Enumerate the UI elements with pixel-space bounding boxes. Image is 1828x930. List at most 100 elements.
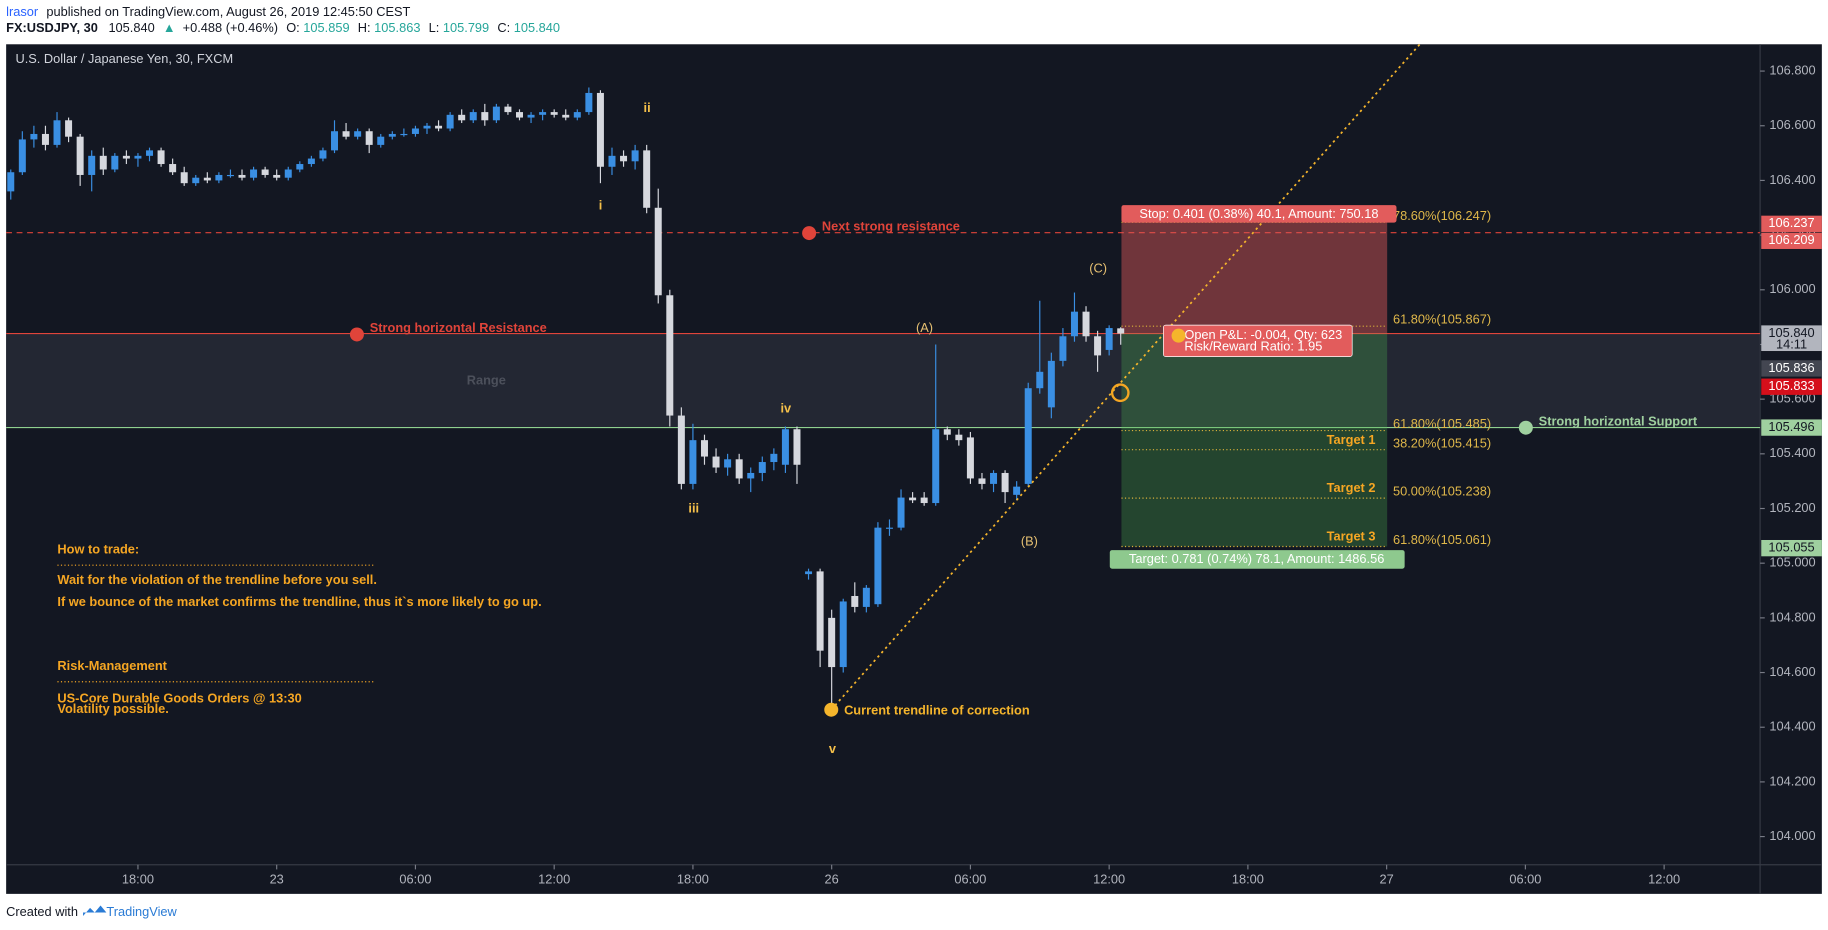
price-badge bbox=[1761, 232, 1822, 249]
note-line: US-Core Durable Goods Orders @ 13:30 bbox=[57, 691, 301, 706]
candle-body bbox=[550, 112, 558, 115]
candle-body bbox=[41, 133, 49, 145]
annotation-dot bbox=[1518, 420, 1533, 435]
price-badge bbox=[1761, 419, 1822, 436]
y-tick-label: 104.400 bbox=[1769, 719, 1815, 734]
candle-body bbox=[146, 150, 154, 156]
candle-body bbox=[1024, 388, 1032, 484]
candle-body bbox=[828, 617, 836, 668]
candle-body bbox=[666, 295, 674, 416]
price-badge-label: 106.209 bbox=[1768, 232, 1814, 247]
countdown: 14:11 bbox=[1776, 337, 1807, 352]
candle-body bbox=[700, 440, 708, 457]
wave-label: ii bbox=[644, 100, 651, 115]
y-tick-label: 104.000 bbox=[1769, 828, 1815, 843]
candle-body bbox=[169, 164, 177, 173]
candle-body bbox=[400, 133, 408, 136]
candle-body bbox=[712, 456, 720, 468]
annotation-text: Strong horizontal Resistance bbox=[370, 320, 547, 335]
candle-body bbox=[920, 497, 928, 504]
candle-body bbox=[435, 125, 443, 129]
y-tick-label: 104.800 bbox=[1769, 609, 1815, 624]
candle-body bbox=[862, 587, 870, 607]
candle-body bbox=[724, 459, 732, 468]
range-band bbox=[6, 333, 1761, 428]
candle-body bbox=[1001, 472, 1009, 493]
candle-body bbox=[307, 158, 315, 165]
x-tick-label: 26 bbox=[825, 871, 839, 886]
candle-body bbox=[654, 207, 662, 296]
y-tick-label: 106.800 bbox=[1769, 62, 1815, 77]
candle-body bbox=[758, 462, 766, 473]
change: +0.488 (+0.46%) bbox=[183, 21, 278, 36]
candle-body bbox=[1013, 486, 1021, 495]
note-line: If we bounce of the market confirms the … bbox=[57, 594, 541, 609]
candle-body bbox=[388, 133, 396, 137]
candle-body bbox=[331, 131, 338, 151]
candle-body bbox=[296, 164, 304, 170]
candle-body bbox=[805, 571, 813, 575]
candle-body bbox=[851, 595, 859, 607]
wave-label: i bbox=[599, 198, 603, 213]
candle-body bbox=[492, 106, 500, 121]
plot: Range 78.60%(106.247) 61.80%(105.867) 61.80… bbox=[6, 43, 1822, 886]
y-tick-label: 104.600 bbox=[1769, 664, 1815, 679]
ohlc-label: C: bbox=[497, 21, 510, 36]
rr-label: Risk/Reward Ratio: 1.95 bbox=[1184, 339, 1322, 354]
x-tick-label: 18:00 bbox=[1232, 871, 1264, 886]
price-badge-label: 105.496 bbox=[1768, 419, 1814, 434]
wave-label: v bbox=[829, 741, 837, 756]
trendline bbox=[830, 43, 1421, 711]
chart-background bbox=[6, 44, 1822, 894]
candle-body bbox=[515, 112, 523, 118]
target-label: Target 1 bbox=[1327, 432, 1376, 447]
candle-body bbox=[238, 174, 246, 178]
candle-body bbox=[88, 155, 96, 175]
stop-label: Stop: 0.401 (0.38%) 40.1, Amount: 750.18 bbox=[1139, 206, 1378, 221]
candle-body bbox=[1117, 328, 1125, 334]
candle-body bbox=[770, 453, 778, 463]
wave-label: iii bbox=[688, 501, 699, 516]
change-arrow: ▲ bbox=[163, 21, 176, 36]
candle-body bbox=[1036, 371, 1044, 389]
annotation-text: Next strong resistance bbox=[822, 219, 960, 234]
candle-body bbox=[111, 155, 119, 170]
chart-title: U.S. Dollar / Japanese Yen, 30, FXCM bbox=[15, 51, 233, 66]
candle-body bbox=[1059, 336, 1067, 361]
candle-body bbox=[157, 150, 165, 165]
price-badge bbox=[1761, 378, 1822, 395]
candle-body bbox=[816, 571, 824, 651]
candle-body bbox=[76, 136, 84, 175]
wave-label: (A) bbox=[916, 320, 933, 335]
footer-brand[interactable]: TradingView bbox=[106, 904, 177, 919]
x-tick-label: 12:00 bbox=[1093, 871, 1125, 886]
candle-body bbox=[620, 155, 628, 162]
target-label-box bbox=[1109, 550, 1405, 569]
fib-label: 61.80%(105.867) bbox=[1393, 312, 1491, 327]
annotation-dot bbox=[802, 226, 817, 241]
candle-body bbox=[65, 120, 73, 137]
author[interactable]: lrasor bbox=[6, 4, 39, 19]
ohlc-label: L: bbox=[429, 21, 440, 36]
x-tick-label: 18:00 bbox=[122, 871, 154, 886]
price-badge-label: 105.055 bbox=[1768, 540, 1814, 555]
candle-body bbox=[990, 472, 998, 484]
entry-dot bbox=[1171, 328, 1186, 343]
price-badge-label: 105.833 bbox=[1768, 378, 1814, 393]
price-badge bbox=[1761, 360, 1822, 377]
candle-body bbox=[596, 92, 604, 167]
ohlc-label: O: bbox=[286, 21, 300, 36]
candle-body bbox=[539, 112, 547, 115]
candle-body bbox=[354, 131, 362, 137]
brand-logo bbox=[83, 905, 107, 917]
note-line: Volatility possible. bbox=[57, 701, 168, 716]
x-tick-label: 27 bbox=[1380, 871, 1394, 886]
candle-body bbox=[631, 150, 639, 162]
candle-body bbox=[273, 174, 281, 178]
candle-body bbox=[53, 120, 61, 145]
annotation-dot bbox=[824, 702, 839, 717]
candle-body bbox=[446, 114, 454, 129]
annotation-text: Current trendline of correction bbox=[844, 702, 1030, 717]
price-badge bbox=[1761, 539, 1822, 557]
candle-body bbox=[955, 434, 963, 441]
